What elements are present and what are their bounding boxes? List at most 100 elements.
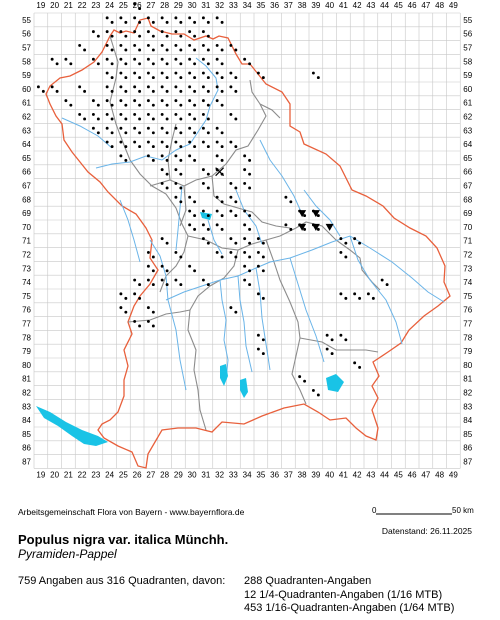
occurrence-dot [110,76,114,80]
occurrence-dot [179,172,183,176]
occurrence-dot [124,158,128,162]
row-label: 74 [22,278,31,287]
column-label: 48 [435,1,444,10]
occurrence-dot [96,62,100,66]
row-label: 81 [463,375,472,384]
column-label: 24 [105,1,114,10]
occurrence-dot [133,140,137,144]
occurrence-dot [174,112,178,116]
row-label: 75 [463,292,472,301]
occurrence-dot [311,388,315,392]
occurrence-dot [261,269,265,273]
row-label: 61 [22,99,31,108]
row-label: 83 [22,402,31,411]
occurrence-dot [188,16,192,20]
occurrence-dot [165,131,169,135]
row-label: 77 [463,320,472,329]
occurrence-dot [160,168,164,172]
row-label: 58 [22,57,31,66]
occurrence-dot [229,237,233,241]
occurrence-dot [206,283,210,287]
occurrence-dot [234,310,238,314]
occurrence-dot [151,310,155,314]
occurrence-dot [124,131,128,135]
occurrence-dot [174,140,178,144]
occurrence-dot [119,112,123,116]
occurrence-dot [146,30,150,34]
row-label: 72 [463,251,472,260]
occurrence-dot [339,333,343,337]
occurrence-dot [316,76,320,80]
occurrence-dot [151,255,155,259]
scale-end-label: 50 km [452,506,474,515]
occurrence-dot [110,89,114,93]
occurrence-dot [119,99,123,103]
row-label: 70 [22,223,31,232]
geography [36,17,451,469]
occurrence-dot [193,62,197,66]
occurrence-dot [165,145,169,149]
occurrence-dot [201,140,205,144]
occurrence-triangle [298,223,307,231]
occurrence-dot [206,103,210,107]
occurrence-dot [220,255,224,259]
occurrence-dot [110,20,114,24]
row-label: 71 [463,237,472,246]
occurrence-dot [193,200,197,204]
occurrence-dot [358,365,362,369]
occurrence-dot [339,292,343,296]
occurrence-dot [188,71,192,75]
occurrence-dot [124,62,128,66]
column-label: 46 [408,1,417,10]
occurrence-dot [201,126,205,130]
occurrence-dot [188,99,192,103]
occurrence-dot [220,145,224,149]
row-label: 66 [463,168,472,177]
occurrence-dot [215,43,219,47]
occurrence-dot [138,62,142,66]
occurrence-dot [261,76,265,80]
occurrence-dot [215,126,219,130]
occurrence-dot [206,172,210,176]
occurrence-dot [344,338,348,342]
occurrence-dot [371,296,375,300]
occurrence-dot [220,48,224,52]
occurrence-dot [174,71,178,75]
occurrence-dot [50,85,54,89]
occurrence-dot [234,76,238,80]
occurrence-dot [133,2,137,6]
occurrence-dot [234,241,238,245]
row-label: 78 [463,333,472,342]
occurrence-dot [160,181,164,185]
occurrence-dot [248,255,252,259]
data-date: Datenstand: 26.11.2025 [381,526,472,536]
lake-ammersee [220,364,228,386]
column-label: 20 [50,1,59,10]
occurrence-dot [174,43,178,47]
occurrence-dot [311,71,315,75]
row-label: 68 [463,195,472,204]
occurrence-dot [188,209,192,213]
column-label: 37 [284,470,293,479]
row-label: 81 [22,375,31,384]
occurrence-dot [206,117,210,121]
occurrence-dot [160,30,164,34]
occurrence-dot [146,278,150,282]
row-label: 64 [463,140,472,149]
lake-bodensee [36,406,108,446]
occurrence-dot [124,34,128,38]
row-label: 84 [22,416,31,425]
occurrence-dot [188,126,192,130]
occurrence-dot [133,112,137,116]
occurrence-dot [234,255,238,259]
occurrence-dot [105,30,109,34]
occurrence-dot [105,126,109,130]
occurrence-dot [243,168,247,172]
occurrence-dot [119,306,123,310]
occurrence-dot [179,131,183,135]
occurrence-dot [220,131,224,135]
occurrence-dot [220,103,224,107]
occurrence-dot [261,255,265,259]
row-label: 78 [22,333,31,342]
occurrence-dot [179,283,183,287]
